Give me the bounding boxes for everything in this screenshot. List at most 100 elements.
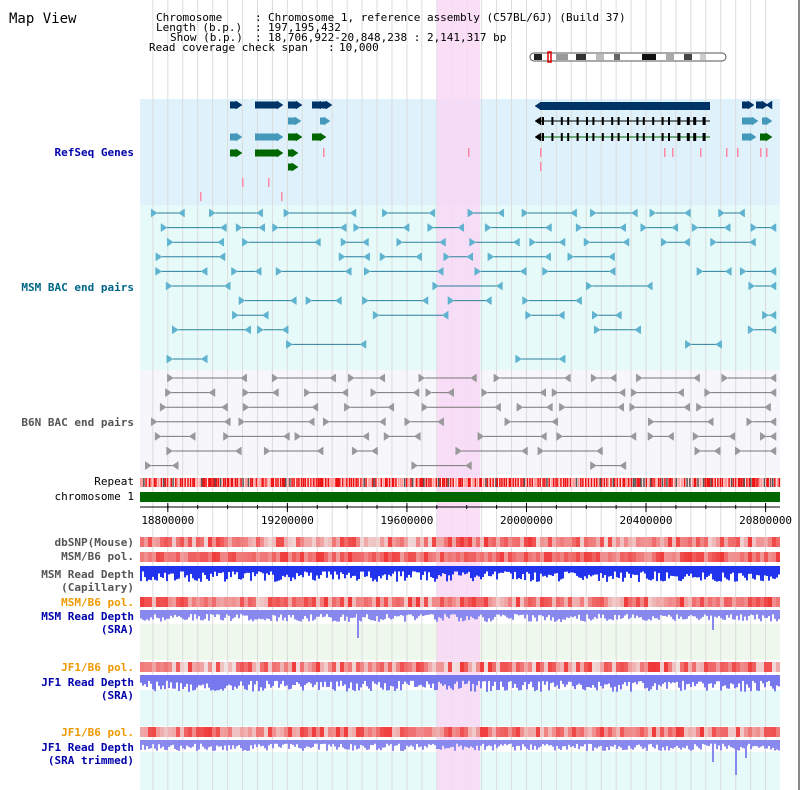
polymorphism-cell — [664, 597, 668, 607]
read-depth-bar — [334, 675, 336, 691]
repeat-mark — [365, 478, 367, 487]
polymorphism-cell — [512, 537, 516, 547]
read-depth-bar — [670, 740, 672, 749]
polymorphism-cell — [756, 537, 760, 547]
read-depth-bar — [576, 675, 578, 686]
jf1-b6-pol-trimmed-label[interactable]: JF1/B6 pol. — [61, 726, 134, 739]
polymorphism-cell — [276, 597, 280, 607]
read-depth-bar — [616, 566, 618, 578]
polymorphism-cell — [528, 597, 532, 607]
polymorphism-cell — [516, 727, 520, 737]
polymorphism-cell — [536, 597, 540, 607]
msm-b6-pol-label[interactable]: MSM/B6 pol. — [61, 550, 134, 563]
refseq-genes-label[interactable]: RefSeq Genes — [55, 146, 134, 159]
read-depth-bar — [646, 675, 648, 688]
polymorphism-cell — [532, 597, 536, 607]
msm-b6-pol-sra-label[interactable]: MSM/B6 pol. — [61, 596, 134, 609]
read-depth-bar — [206, 610, 208, 615]
msm-bac-end-pairs-label[interactable]: MSM BAC end pairs — [21, 281, 134, 294]
jf1-read-depth-sra-label[interactable]: JF1 Read Depth — [41, 676, 134, 689]
read-depth-bar — [208, 740, 210, 748]
polymorphism-cell — [188, 537, 192, 547]
read-depth-bar — [172, 675, 174, 689]
jf1-read-depth-trimmed-label[interactable]: JF1 Read Depth — [41, 741, 134, 754]
read-depth-bar — [580, 740, 582, 747]
read-depth-bar — [356, 675, 358, 684]
msm-read-depth-sra-label[interactable]: MSM Read Depth — [41, 610, 134, 623]
read-depth-bar — [686, 610, 688, 619]
read-depth-bar — [712, 675, 714, 688]
polymorphism-cell — [476, 662, 480, 672]
read-depth-bar — [566, 610, 568, 618]
read-depth-bar — [528, 566, 530, 574]
polymorphism-cell — [760, 537, 764, 547]
read-depth-bar — [310, 675, 312, 684]
read-depth-bar — [720, 675, 722, 691]
read-depth-bar — [214, 610, 216, 618]
read-depth-bar — [192, 610, 194, 621]
read-depth-bar — [294, 675, 296, 686]
gene-small-mark — [664, 148, 666, 157]
b6n-bac-end-pairs-label[interactable]: B6N BAC end pairs — [21, 416, 134, 429]
msm-bac-end-arrow — [608, 266, 616, 276]
read-depth-bar — [760, 566, 762, 581]
repeat-mark — [544, 478, 546, 487]
gene-block — [312, 101, 320, 109]
read-depth-bar — [658, 610, 660, 620]
msm-read-depth-capillary-label[interactable]: MSM Read Depth — [41, 568, 134, 581]
polymorphism-cell — [776, 662, 780, 672]
read-depth-bar — [264, 675, 266, 689]
read-depth-bar — [364, 740, 366, 748]
polymorphism-cell — [668, 552, 672, 562]
axis-ticks: 18800000 19200000 19600000 20000000 20400000… — [141, 503, 792, 527]
read-depth-bar — [568, 675, 570, 682]
polymorphism-cell — [320, 662, 324, 672]
polymorphism-cell — [296, 597, 300, 607]
read-depth-bar — [516, 740, 518, 746]
read-depth-bar — [664, 566, 666, 581]
read-depth-bar — [266, 610, 268, 619]
read-depth-bar — [408, 610, 410, 615]
polymorphism-cell — [348, 537, 352, 547]
polymorphism-cell — [492, 597, 496, 607]
polymorphism-cell — [312, 552, 316, 562]
polymorphism-cell — [352, 552, 356, 562]
jf1-b6-pol-label[interactable]: JF1/B6 pol. — [61, 661, 134, 674]
read-depth-bar — [740, 740, 742, 747]
msm-bac-end-arrow — [723, 223, 731, 233]
repeat-mark — [704, 478, 707, 487]
polymorphism-cell — [272, 727, 276, 737]
read-depth-bar — [522, 610, 524, 615]
b6n-bac-end-arrow — [728, 431, 736, 441]
read-depth-bar — [486, 740, 488, 747]
repeat-mark — [752, 478, 754, 487]
repeat-mark — [508, 478, 511, 487]
read-depth-bar — [610, 740, 612, 747]
polymorphism-cell — [472, 597, 476, 607]
read-depth-bar — [672, 740, 674, 749]
read-depth-bar — [636, 740, 638, 746]
repeat-mark — [441, 478, 444, 487]
read-depth-bar — [188, 610, 190, 618]
dbsnp-label[interactable]: dbSNP(Mouse) — [55, 536, 134, 549]
read-depth-bar — [316, 740, 318, 744]
polymorphism-cell — [548, 727, 552, 737]
repeat-mark — [757, 478, 759, 487]
polymorphism-cell — [516, 537, 520, 547]
repeat-mark — [452, 478, 454, 487]
read-depth-bar — [190, 610, 192, 614]
repeat-mark — [262, 478, 265, 487]
gene-small-mark — [672, 148, 674, 157]
chromosome-ideogram[interactable] — [529, 51, 727, 63]
repeat-mark — [721, 478, 724, 487]
b6n-bac-end-arrow — [455, 446, 463, 456]
msm-bac-end-arrow — [583, 237, 591, 247]
read-depth-bar — [312, 610, 314, 621]
polymorphism-cell — [432, 537, 436, 547]
read-depth-bar — [766, 740, 768, 749]
polymorphism-cell — [596, 552, 600, 562]
read-depth-bar — [184, 566, 186, 578]
read-depth-bar — [508, 566, 510, 572]
repeat-mark — [573, 478, 576, 487]
read-depth-bar — [168, 566, 170, 575]
